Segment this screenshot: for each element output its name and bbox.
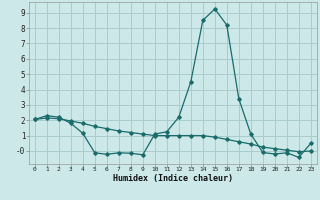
X-axis label: Humidex (Indice chaleur): Humidex (Indice chaleur) <box>113 174 233 183</box>
